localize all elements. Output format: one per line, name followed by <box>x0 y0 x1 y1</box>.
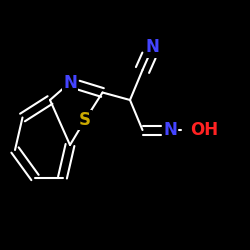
Text: N: N <box>146 38 160 56</box>
Text: S: S <box>79 111 91 129</box>
Text: N: N <box>163 121 177 139</box>
Text: OH: OH <box>190 121 218 139</box>
Text: N: N <box>63 74 77 92</box>
